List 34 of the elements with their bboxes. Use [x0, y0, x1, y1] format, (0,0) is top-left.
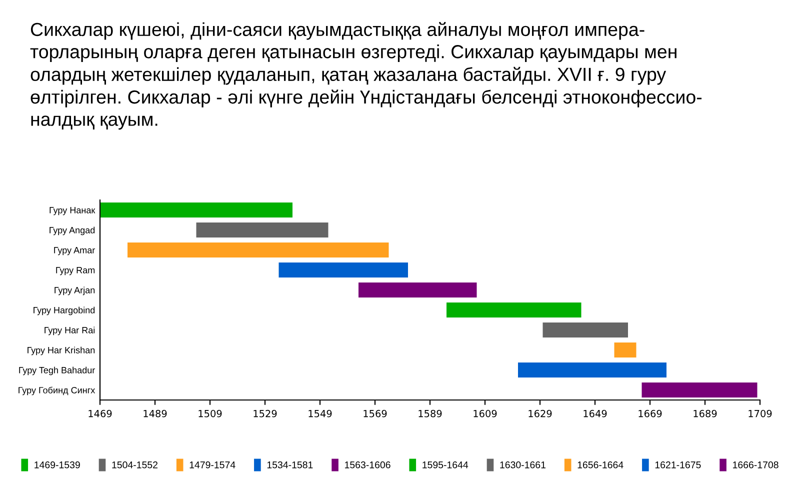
legend-label: 1469-1539	[34, 461, 80, 468]
y-tick-label: Гуру Tegh Bahadur	[19, 366, 95, 376]
x-tick-label: 1489	[144, 410, 167, 418]
x-tick-label: 1629	[528, 410, 552, 418]
x-tick-label: 1709	[748, 410, 772, 418]
y-tick-label: Гуру Ram	[56, 267, 95, 276]
legend-label: 1595-1644	[422, 461, 468, 468]
legend-label: 1666-1708	[733, 461, 778, 468]
y-tick-label: Гуру Hargobind	[34, 306, 95, 316]
x-tick-label: 1549	[308, 410, 332, 418]
x-tick-label: 1669	[638, 410, 662, 418]
x-tick-label: 1509	[198, 410, 222, 418]
y-tick-label: Гуру Arjan	[54, 286, 95, 296]
y-tick-label: Гуру Нанак	[50, 207, 96, 216]
y-tick-label: Гуру Amar	[54, 247, 95, 256]
legend-label: 1656-1664	[578, 461, 624, 468]
y-tick-label: Гуру Har Krishan	[28, 346, 95, 356]
x-tick-label: 1589	[418, 410, 442, 418]
x-tick-label: 1529	[254, 410, 277, 418]
legend-label: 1563-1606	[345, 461, 390, 468]
chart-title: Сикхалар күшеюі, діни-саяси қауымдастыққа айналуы моңғол импера- торларының оларға деген қатынасын өзгертеді. Сикхалар қауымдары мен олардың жетекшілер қудаланып, қатаң жазалана бастайды. XVII ғ. 9 гуру өлтірілген. Сикхалар - әлі күнге дейін Үндістандағы белсенді этноконфессио- налдық қауым.	[30, 22, 702, 130]
x-tick-label: 1569	[364, 410, 387, 418]
legend-label: 1621-1675	[655, 461, 701, 468]
y-tick-label: Гуру Гобинд Сингх	[18, 386, 96, 396]
legend-label: 1504-1552	[112, 461, 158, 468]
y-tick-label: Гуру Har Rai	[44, 326, 95, 336]
x-tick-label: 1689	[694, 410, 717, 418]
legend-label: 1534-1581	[267, 461, 313, 468]
y-tick-label: Гуру Angad	[50, 226, 95, 236]
legend-label: 1479-1574	[190, 461, 236, 468]
x-tick-label: 1469	[88, 410, 112, 418]
legend-label: 1630-1661	[500, 461, 546, 468]
x-tick-label: 1609	[474, 410, 497, 418]
x-tick-label: 1649	[584, 410, 607, 418]
